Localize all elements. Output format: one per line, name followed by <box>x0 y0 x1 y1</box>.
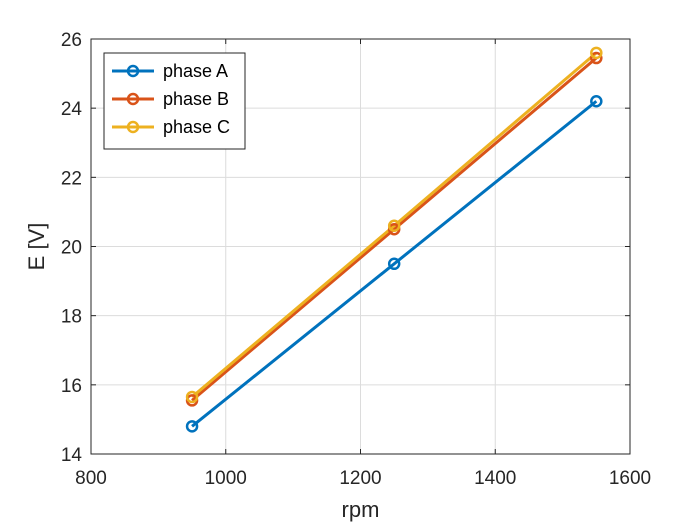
legend-marker-swatch <box>126 120 140 134</box>
x-tick-label: 1000 <box>205 468 247 489</box>
data-point <box>590 51 603 65</box>
data-point <box>387 219 401 232</box>
series-line <box>191 56 598 402</box>
series-line <box>191 100 598 428</box>
y-tick-label: 24 <box>61 99 83 120</box>
y-tick-label: 14 <box>61 445 83 466</box>
x-tick-labels: 800 1000 1200 1400 1600 <box>75 468 651 489</box>
legend-marker-swatch <box>126 64 140 78</box>
legend-entry-label: phase A <box>163 61 228 81</box>
legend-entry-label: phase B <box>163 89 229 109</box>
data-point <box>590 95 603 108</box>
series-lines <box>191 51 598 428</box>
y-axis-label: E [V] <box>24 223 49 271</box>
x-tick-label: 800 <box>75 468 107 489</box>
y-tick-labels: 14 16 18 20 22 24 26 <box>61 30 83 466</box>
y-tick-label: 20 <box>61 238 82 259</box>
legend-marker-swatch <box>126 92 140 106</box>
y-tick-label: 26 <box>61 30 82 51</box>
x-tick-label: 1600 <box>609 468 651 489</box>
x-axis-label: rpm <box>342 497 380 522</box>
x-tick-label: 1400 <box>474 468 516 489</box>
axis-ticks <box>90 38 631 455</box>
y-tick-label: 16 <box>61 376 82 397</box>
data-point <box>185 420 199 433</box>
legend-entry-label: phase C <box>163 117 230 137</box>
data-point <box>590 46 603 60</box>
legend: phase A phase B phase C <box>103 52 246 150</box>
y-tick-label: 18 <box>61 307 82 328</box>
series-line <box>191 51 598 399</box>
data-point <box>185 390 199 404</box>
data-point <box>387 257 401 271</box>
series-points <box>185 46 603 433</box>
y-tick-label: 22 <box>61 168 82 189</box>
x-tick-label: 1200 <box>339 468 381 489</box>
